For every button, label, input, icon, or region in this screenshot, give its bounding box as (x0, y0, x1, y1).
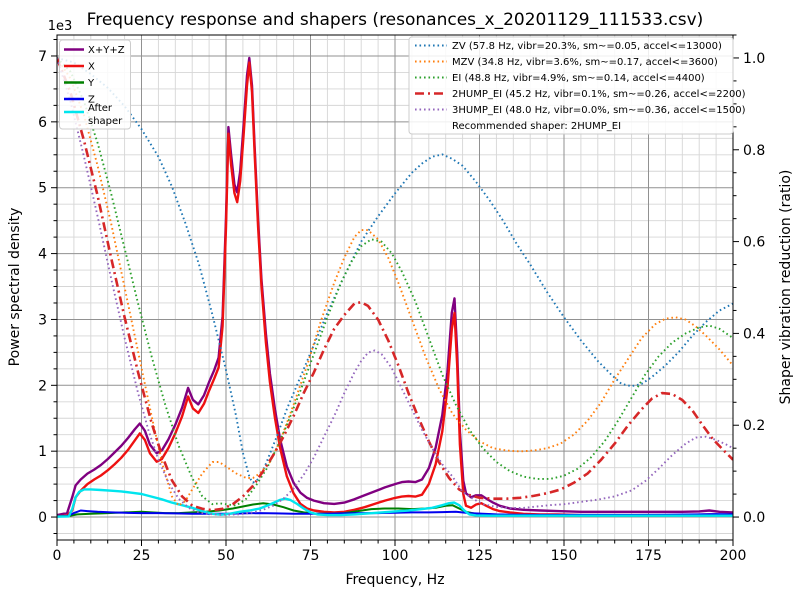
x-tick-label: 0 (53, 548, 62, 564)
series-after-shaper (57, 488, 733, 518)
legend-right-footer: Recommended shaper: 2HUMP_EI (452, 121, 621, 132)
y-left-tick-label: 3 (38, 312, 47, 328)
y-left-tick-label: 5 (38, 181, 47, 197)
series-2hump-ei (57, 57, 733, 512)
y-left-tick-label: 4 (38, 247, 47, 263)
y-left-tick-label: 0 (38, 510, 47, 526)
series-mzv (57, 57, 733, 507)
y-left-tick-label: 1 (38, 444, 47, 460)
axis-ticks (51, 34, 739, 546)
x-axis-label: Frequency, Hz (345, 572, 444, 588)
y-left-tick-label: 7 (38, 49, 47, 65)
series-x-y-z (57, 56, 733, 517)
legend-right: ZV (57.8 Hz, vibr=20.3%, sm~=0.05, accel… (408, 36, 746, 135)
series-ei (57, 57, 733, 507)
y-right-tick-label: 0.8 (743, 143, 765, 159)
x-tick-label: 50 (217, 548, 235, 564)
legend-right-label: ZV (57.8 Hz, vibr=20.3%, sm~=0.05, accel… (452, 41, 722, 52)
legend-box (408, 36, 734, 135)
y-left-axis-label: Power spectral density (7, 208, 23, 367)
x-tick-label: 175 (635, 548, 662, 564)
y-right-tick-label: 0.6 (743, 235, 765, 251)
x-tick-label: 150 (551, 548, 578, 564)
y-right-tick-label: 1.0 (743, 51, 765, 67)
y-right-tick-label: 0.0 (743, 510, 765, 526)
legend-left-label: Z (88, 95, 95, 106)
y-right-tick-label: 0.2 (743, 418, 765, 434)
legend-right-label: MZV (34.8 Hz, vibr=3.6%, sm~=0.17, accel… (452, 57, 718, 68)
legend-box (59, 39, 131, 130)
y-right-axis-label: Shaper vibration reduction (ratio) (778, 170, 794, 405)
x-tick-label: 200 (720, 548, 747, 564)
chart-title: Frequency response and shapers (resonanc… (87, 10, 704, 30)
y-left-tick-label: 2 (38, 378, 47, 394)
x-tick-label: 75 (302, 548, 320, 564)
axis-tick-labels: 0 25 50 75 100 125 150 175 200 0 1 2 3 4 5 6 7 0.0 0.2 0.4 0… (38, 49, 765, 564)
x-tick-label: 25 (133, 548, 151, 564)
series-curves (57, 56, 733, 518)
y-left-tick-label: 6 (38, 115, 47, 131)
legend-left-label: After (88, 103, 113, 114)
y-right-tick-label: 0.4 (743, 326, 765, 342)
legend-left-label: shaper (88, 116, 123, 127)
x-tick-label: 125 (466, 548, 493, 564)
series-x (57, 61, 733, 518)
legend-right-label: EI (48.8 Hz, vibr=4.9%, sm~=0.14, accel<… (452, 73, 705, 84)
legend-right-label: 2HUMP_EI (45.2 Hz, vibr=0.1%, sm~=0.26, … (452, 89, 746, 100)
series-zv (57, 57, 733, 484)
y-left-offset-label: 1e3 (48, 19, 73, 34)
legend-left-label: X+Y+Z (88, 45, 125, 56)
series-3hump-ei (57, 57, 733, 516)
legend-left-label: Y (87, 78, 95, 89)
legend-right-label: 3HUMP_EI (48.0 Hz, vibr=0.0%, sm~=0.36, … (452, 105, 746, 116)
x-tick-label: 100 (382, 548, 409, 564)
legend-left-label: X (88, 62, 95, 73)
